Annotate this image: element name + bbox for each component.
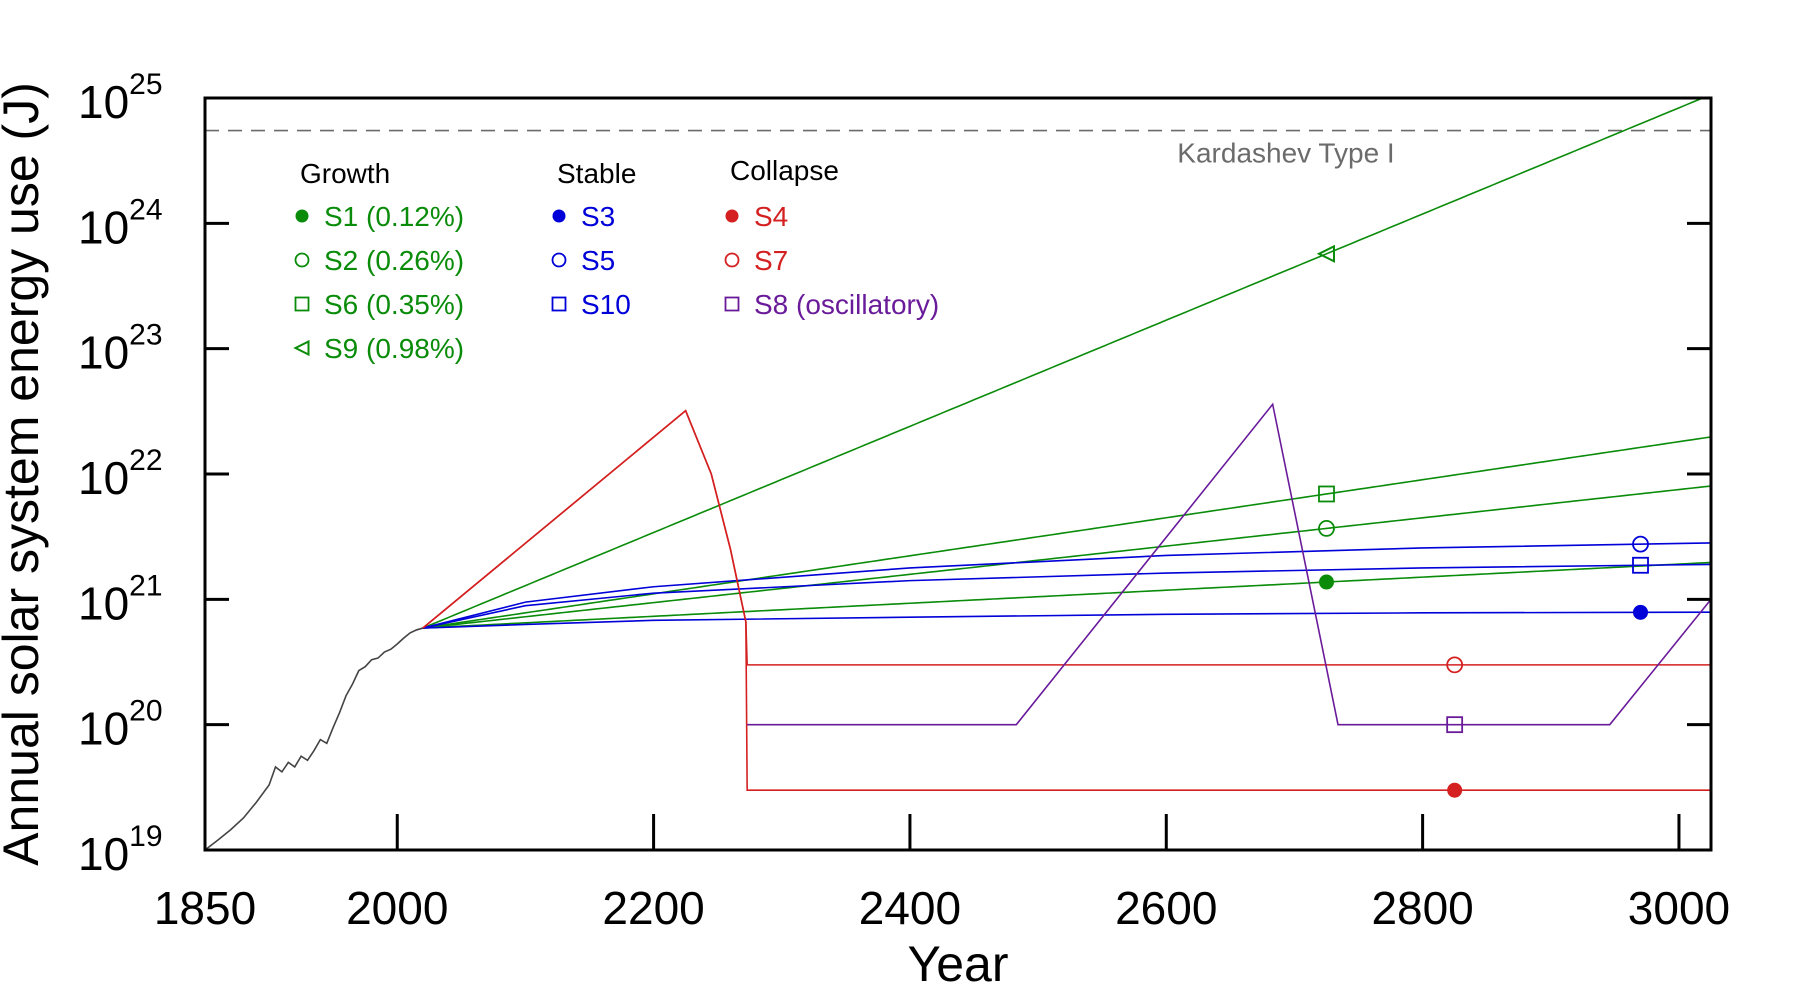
legend-marker-S9 xyxy=(293,339,310,357)
legend-label-S9: S9 (0.98%) xyxy=(324,333,464,364)
series-marker-S8 xyxy=(1446,716,1464,734)
series-line-S3 xyxy=(422,611,1711,629)
x-tick-label: 2400 xyxy=(859,882,961,934)
y-axis-title: Annual solar system energy use (J) xyxy=(0,82,49,866)
series-marker-S9 xyxy=(1316,244,1335,263)
series-line-S4 xyxy=(422,409,1711,792)
historical-line xyxy=(205,627,424,850)
series-marker-S1 xyxy=(1318,574,1334,590)
y-tick-label: 1021 xyxy=(78,569,163,629)
series-marker-S2 xyxy=(1318,520,1335,537)
series-line-S5 xyxy=(422,542,1711,629)
legend-marker-S6 xyxy=(294,296,310,312)
legend-label-S10: S10 xyxy=(581,289,631,320)
legend-marker-S3 xyxy=(552,209,566,223)
legend-label-S1: S1 (0.12%) xyxy=(324,201,464,232)
series-marker-S10 xyxy=(1632,556,1649,574)
legend-marker-S7 xyxy=(724,252,740,268)
y-tick-label: 1024 xyxy=(78,193,163,253)
legend-group-title: Stable xyxy=(557,158,636,189)
series-marker-S6 xyxy=(1318,485,1335,503)
legend-marker-S2 xyxy=(294,252,310,268)
y-tick-label: 1020 xyxy=(78,695,163,755)
series-line-S8 xyxy=(747,402,1711,726)
legend-group-title: Collapse xyxy=(730,155,839,186)
legend-label-S4: S4 xyxy=(754,201,788,232)
legend-marker-S5 xyxy=(551,252,567,268)
legend-marker-S4 xyxy=(725,209,739,223)
kardashev-label: Kardashev Type I xyxy=(1177,138,1394,169)
x-tick-label: 1850 xyxy=(154,882,256,934)
legend-label-S7: S7 xyxy=(754,245,788,276)
axes-group: 1019 1020 1021 1022 1023 1024 1025 1850 2000 2200… xyxy=(78,68,1730,934)
legend-group-title: Growth xyxy=(300,158,390,189)
legend-label-S3: S3 xyxy=(581,201,615,232)
series-group xyxy=(205,98,1711,850)
legend-marker-S1 xyxy=(295,209,309,223)
legend-marker-S8 xyxy=(724,296,740,312)
x-tick-label: 2000 xyxy=(346,882,448,934)
y-tick-label: 1023 xyxy=(78,319,163,379)
series-line-S2 xyxy=(422,485,1711,629)
y-tick-label: 1019 xyxy=(78,820,163,880)
reference-line-group: Kardashev Type I xyxy=(205,129,1711,169)
legend: Growth S1 (0.12%) S2 (0.26%) S6 (0.35%) S9 (… xyxy=(293,155,939,364)
legend-label-S5: S5 xyxy=(581,245,615,276)
legend-marker-S10 xyxy=(551,296,567,312)
series-line-S7 xyxy=(422,409,1711,666)
series-marker-S7 xyxy=(1446,656,1464,674)
x-tick-label: 2800 xyxy=(1371,882,1473,934)
x-tick-label: 2200 xyxy=(602,882,704,934)
x-tick-label: 3000 xyxy=(1628,882,1730,934)
legend-label-S8: S8 (oscillatory) xyxy=(754,289,939,320)
series-line-S9 xyxy=(422,98,1705,629)
series-line-S6 xyxy=(422,436,1711,629)
marker-group xyxy=(1316,244,1649,798)
x-tick-label: 2600 xyxy=(1115,882,1217,934)
series-marker-S5 xyxy=(1632,535,1649,553)
series-line-S10 xyxy=(422,563,1711,629)
series-marker-S4 xyxy=(1447,782,1463,798)
series-line-S1 xyxy=(422,561,1711,629)
x-axis-title: Year xyxy=(907,936,1008,992)
legend-label-S2: S2 (0.26%) xyxy=(324,245,464,276)
series-marker-S3 xyxy=(1633,604,1649,620)
y-tick-label: 1025 xyxy=(78,68,163,128)
legend-label-S6: S6 (0.35%) xyxy=(324,289,464,320)
y-tick-label: 1022 xyxy=(78,444,163,504)
